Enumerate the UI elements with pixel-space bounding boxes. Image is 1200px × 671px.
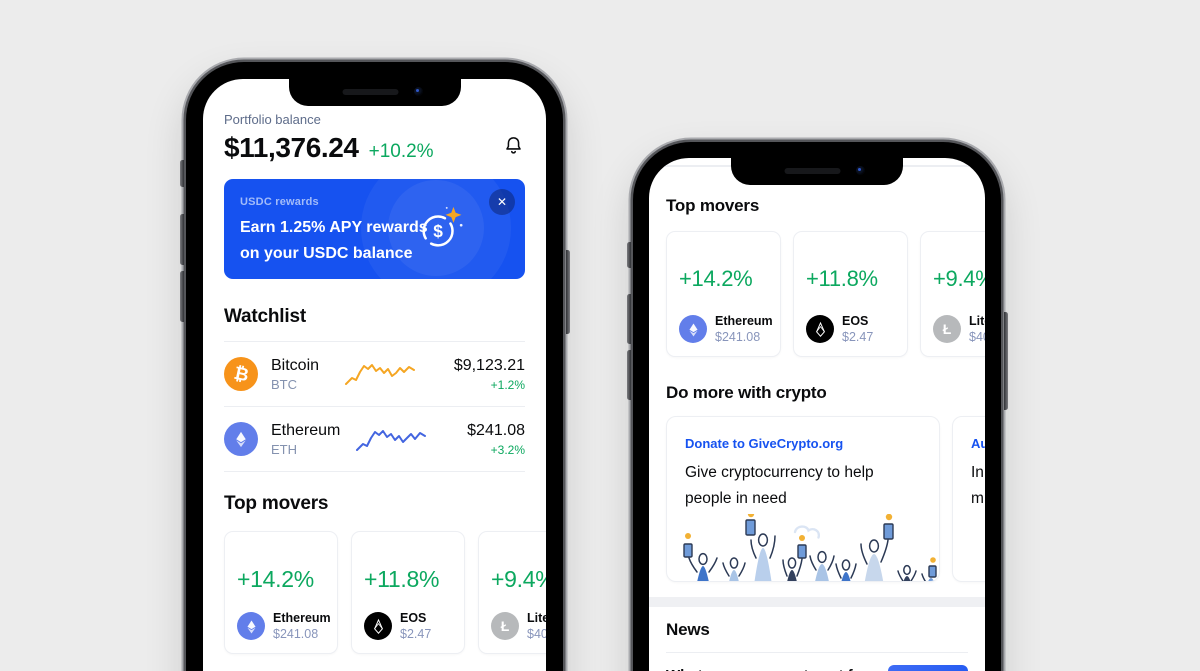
- right-phone-screen: Top movers +14.2% Eth: [649, 158, 985, 671]
- volume-up-button: [626, 294, 631, 344]
- partial-card-line1: In: [971, 464, 984, 481]
- coin-symbol: BTC: [271, 376, 297, 392]
- front-camera: [856, 166, 865, 175]
- notifications-bell-icon[interactable]: [502, 134, 525, 162]
- givecrypto-line1: Give cryptocurrency to help: [685, 464, 874, 481]
- do-more-carousel: Donate to GiveCrypto.org Give cryptocurr…: [666, 416, 985, 582]
- left-phone-screen: Portfolio balance $11,376.24 +10.2%: [203, 79, 546, 671]
- mover-card-litecoin[interactable]: +9.4% Ł Litecoin $40.9: [478, 531, 546, 654]
- news-title: News: [666, 620, 968, 653]
- givecrypto-illustration: [683, 514, 937, 581]
- givecrypto-line2: people in need: [685, 490, 787, 507]
- givecrypto-link: Donate to GiveCrypto.org: [685, 436, 844, 451]
- svg-text:$: $: [433, 221, 443, 241]
- usdc-coin-icon: $: [415, 205, 465, 260]
- mover-card-ethereum[interactable]: +14.2% Ethereum $241.08: [224, 531, 338, 654]
- banner-close-icon[interactable]: ✕: [489, 189, 515, 215]
- volume-down-button: [626, 350, 631, 400]
- partial-card-link: Au: [971, 436, 985, 451]
- mover-change: +9.4%: [933, 266, 985, 291]
- mover-change: +11.8%: [806, 266, 878, 291]
- coin-symbol: ETH: [271, 441, 297, 457]
- coin-price: $9,123.21: [453, 356, 525, 374]
- top-movers-carousel: +14.2% Ethereum $241.08: [224, 531, 546, 654]
- mover-change: +11.8%: [364, 566, 440, 592]
- notch: [288, 79, 461, 106]
- mover-change: +14.2%: [679, 266, 753, 291]
- mover-price: $241.08: [273, 627, 319, 641]
- top-movers-title: Top movers: [666, 196, 760, 215]
- mover-price: $241.08: [715, 330, 761, 344]
- sparkle-icon: [445, 206, 462, 223]
- do-more-partial-card[interactable]: Au In m: [952, 416, 985, 582]
- bitcoin-icon: ₿: [224, 357, 258, 391]
- watchlist-row-ethereum[interactable]: Ethereum ETH $241.08 +3.2%: [224, 407, 525, 472]
- litecoin-icon: Ł: [933, 315, 961, 343]
- left-phone-frame: Portfolio balance $11,376.24 +10.2%: [179, 62, 570, 671]
- mover-card-ethereum[interactable]: +14.2% Ethereum $241.08: [666, 231, 781, 357]
- portfolio-balance-change: +10.2%: [368, 141, 434, 162]
- mover-name: EOS: [842, 314, 869, 328]
- banner-halo: [388, 180, 484, 276]
- mover-name: Ethereum: [273, 611, 331, 625]
- mute-switch: [626, 242, 631, 268]
- eos-icon: [806, 315, 834, 343]
- speaker-slot: [784, 168, 841, 174]
- portfolio-balance-label: Portfolio balance: [224, 112, 321, 127]
- mover-name: Ethereum: [715, 314, 773, 328]
- notch: [731, 158, 903, 185]
- do-more-title: Do more with crypto: [666, 383, 827, 402]
- mover-price: $2.47: [842, 330, 874, 344]
- mute-switch: [179, 160, 184, 187]
- news-item[interactable]: What can we expect next for +5: [666, 665, 968, 671]
- watchlist-title: Watchlist: [224, 306, 525, 342]
- ethereum-icon: [679, 315, 707, 343]
- mover-name: EOS: [400, 611, 427, 625]
- news-headline: What can we expect next for: [666, 665, 868, 671]
- power-button: [565, 250, 570, 334]
- mover-price: $40.9: [527, 627, 546, 641]
- coin-change: +3.2%: [490, 442, 525, 457]
- right-phone-frame: Top movers +14.2% Eth: [626, 142, 1008, 671]
- banner-halo: [361, 179, 511, 279]
- banner-headline-line1: Earn 1.25% APY rewards: [240, 219, 428, 236]
- mover-price: $2.47: [400, 627, 432, 641]
- front-camera: [413, 87, 423, 96]
- mover-card-litecoin[interactable]: +9.4% Ł Litecoin $40.9: [920, 231, 985, 357]
- coin-change: +1.2%: [490, 377, 525, 392]
- volume-down-button: [179, 271, 184, 322]
- volume-up-button: [179, 214, 184, 265]
- banner-kicker: USDC rewards: [240, 196, 319, 208]
- coin-name: Ethereum: [271, 421, 341, 439]
- coin-price: $241.08: [467, 421, 525, 439]
- news-thumbnail: +5: [888, 665, 968, 671]
- givecrypto-card[interactable]: Donate to GiveCrypto.org Give cryptocurr…: [666, 416, 940, 582]
- top-movers-carousel: +14.2% Ethereum $241.08: [666, 231, 985, 357]
- bitcoin-sparkline-chart: [345, 364, 416, 385]
- section-divider-band: [649, 597, 985, 607]
- coin-name: Bitcoin: [271, 356, 320, 374]
- mover-change: +14.2%: [237, 566, 314, 592]
- mover-name: Litecoin: [969, 314, 985, 328]
- speaker-slot: [342, 89, 399, 95]
- mover-card-eos[interactable]: +11.8% EOS $2.47: [793, 231, 908, 357]
- mover-price: $40.9: [969, 330, 985, 344]
- top-movers-title: Top movers: [224, 493, 329, 514]
- banner-headline-line2: on your USDC balance: [240, 245, 413, 262]
- eos-icon: [364, 612, 392, 640]
- mover-name: Litecoin: [527, 611, 546, 625]
- litecoin-icon: Ł: [491, 612, 519, 640]
- mover-change: +9.4%: [491, 566, 546, 592]
- partial-card-line2: m: [971, 490, 984, 507]
- portfolio-balance-value: $11,376.24: [224, 132, 359, 163]
- watchlist-row-bitcoin[interactable]: ₿ Bitcoin BTC $9,123.21 +1.2%: [224, 342, 525, 407]
- mover-card-eos[interactable]: +11.8% EOS $2.47: [351, 531, 465, 654]
- ethereum-icon: [224, 422, 258, 456]
- power-button: [1003, 312, 1008, 410]
- ethereum-sparkline-chart: [355, 430, 426, 451]
- usdc-rewards-banner[interactable]: USDC rewards Earn 1.25% APY rewards on y…: [224, 179, 525, 279]
- ethereum-icon: [237, 612, 265, 640]
